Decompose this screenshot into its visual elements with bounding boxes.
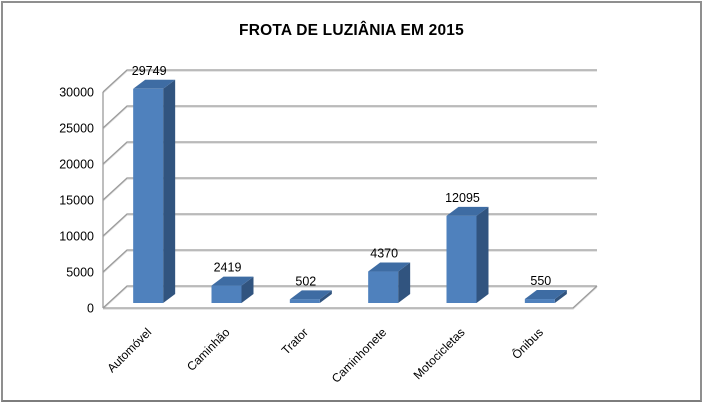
gridline-highlight-0 xyxy=(102,286,597,310)
gridline-10000 xyxy=(102,213,597,237)
bar-side-caminhao xyxy=(241,276,254,303)
x-category-label-motocicletas: Motocicletas xyxy=(411,325,468,382)
bar-top-caminhao xyxy=(211,276,254,286)
y-tick-label-20000: 20000 xyxy=(59,158,94,172)
bar-front-caminhao xyxy=(211,285,242,303)
data-label-caminhao: 2419 xyxy=(214,261,242,275)
gridline-5000 xyxy=(102,249,597,273)
bar-top-motocicletas xyxy=(446,206,489,216)
bar-side-onibus xyxy=(554,290,567,303)
data-label-trator: 502 xyxy=(295,274,316,288)
gridline-0 xyxy=(102,285,597,309)
data-label-motocicletas: 12095 xyxy=(445,191,480,205)
bar-side-caminhonete xyxy=(398,262,411,303)
data-label-caminhonete: 4370 xyxy=(370,247,398,261)
gridline-highlight-30000 xyxy=(102,70,597,94)
x-category-label-automovel: Automóvel xyxy=(104,325,154,375)
gridline-highlight-10000 xyxy=(102,214,597,238)
x-category-label-caminhao: Caminhão xyxy=(184,325,233,374)
bar-side-motocicletas xyxy=(476,206,489,303)
y-tick-label-5000: 5000 xyxy=(66,266,94,280)
bar-front-trator xyxy=(289,299,320,303)
bar-front-motocicletas xyxy=(446,215,477,303)
bar-side-automovel xyxy=(163,79,176,304)
y-tick-label-30000: 30000 xyxy=(59,86,94,100)
y-tick-label-25000: 25000 xyxy=(59,122,94,136)
x-category-label-caminhonete: Caminhonete xyxy=(329,325,390,386)
bar-top-trator xyxy=(289,290,332,300)
gridline-highlight-5000 xyxy=(102,250,597,274)
bar-top-caminhonete xyxy=(368,262,411,272)
data-label-onibus: 550 xyxy=(530,274,551,288)
bar-front-caminhonete xyxy=(368,271,399,303)
gridline-20000 xyxy=(102,141,597,165)
y-tick-label-0: 0 xyxy=(87,302,94,316)
bar-side-trator xyxy=(319,290,332,303)
x-category-label-onibus: Ônibus xyxy=(508,325,545,362)
gridline-25000 xyxy=(102,105,597,129)
floor-edge-highlight xyxy=(103,286,598,310)
bar-top-automovel xyxy=(133,79,176,89)
y-tick-label-15000: 15000 xyxy=(59,194,94,208)
chart-title: FROTA DE LUZIÂNIA EM 2015 xyxy=(239,22,464,39)
bar-top-onibus xyxy=(524,290,567,300)
x-category-label-trator: Trator xyxy=(279,325,311,357)
y-tick-label-10000: 10000 xyxy=(59,230,94,244)
data-label-automovel: 29749 xyxy=(132,64,167,78)
gridline-highlight-25000 xyxy=(102,106,597,130)
gridline-15000 xyxy=(102,177,597,201)
gridline-30000 xyxy=(102,69,597,93)
bar-front-onibus xyxy=(524,299,555,303)
bar-front-automovel xyxy=(133,88,164,304)
gridline-highlight-15000 xyxy=(102,178,597,202)
floor-edge xyxy=(103,285,598,309)
gridline-highlight-20000 xyxy=(102,142,597,166)
